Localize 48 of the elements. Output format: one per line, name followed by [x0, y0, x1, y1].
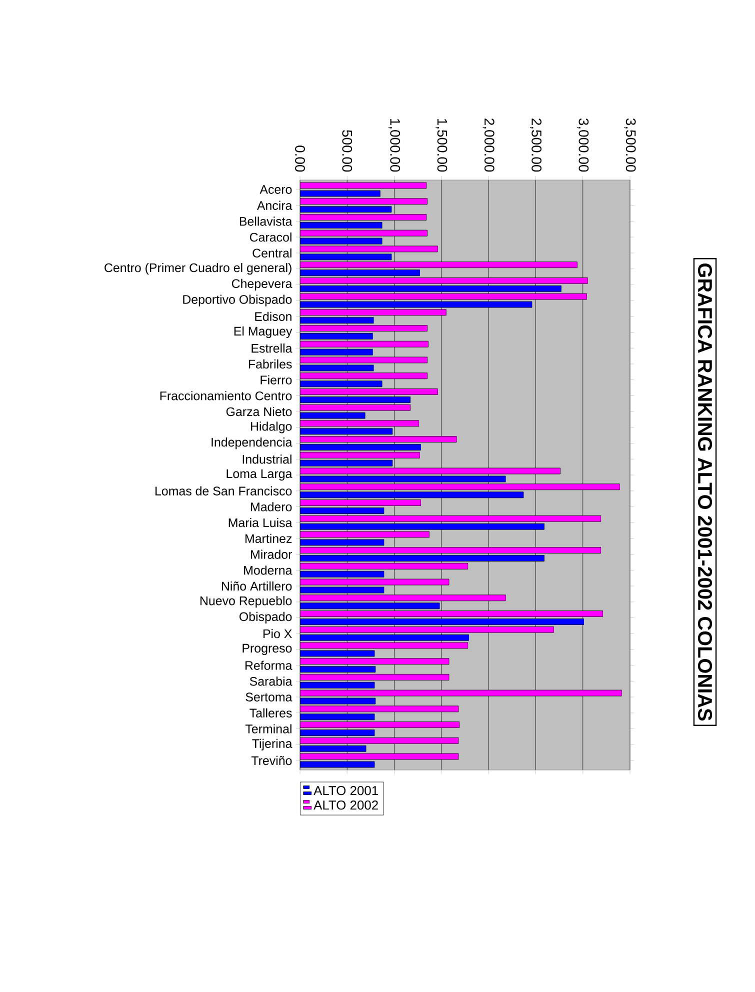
y-tick-label: Maria Luisa	[228, 518, 292, 528]
y-tick-label: Martinez	[245, 534, 292, 544]
legend-label: ALTO 2002	[314, 800, 378, 810]
y-tick-label: Centro (Primer Cuadro el general)	[104, 263, 292, 275]
legend-label: ALTO 2001	[314, 786, 378, 796]
y-tick-label: Hidalgo	[251, 422, 292, 434]
y-tick-label: Deportivo Obispado	[183, 294, 292, 306]
y-tick-label: Industrial	[242, 454, 292, 464]
y-tick-label: Sertoma	[246, 692, 292, 702]
y-tick-label: Reforma	[245, 660, 292, 670]
y-tick-label: Acero	[260, 185, 292, 194]
x-tick-label: 2,000.00	[482, 118, 494, 172]
y-tick-label: Caracol	[250, 232, 292, 242]
y-tick-label: Lomas de San Francisco	[156, 486, 292, 496]
y-tick-label: Obispado	[240, 612, 292, 624]
y-tick-label: Fraccionamiento Centro	[160, 391, 292, 400]
x-tick-label: 1,500.00	[436, 118, 448, 172]
y-tick-label: Madero	[251, 502, 292, 512]
y-tick-label: Loma Larga	[226, 469, 292, 481]
text: GRAFICA RANKING ALTO 2001-2002 COLONIAS	[698, 263, 712, 721]
y-tick-label: Chepevera	[232, 278, 292, 290]
y-tick-label: Garza Nieto	[226, 406, 292, 416]
y-tick-label: Mirador	[251, 550, 292, 559]
y-tick-label: Ancira	[256, 200, 292, 210]
y-tick-label: El Maguey	[234, 326, 292, 338]
y-tick-label: Treviño	[251, 756, 292, 766]
y-tick-label: Pio X	[263, 629, 292, 638]
x-tick-label: 0.00	[295, 146, 305, 172]
y-tick-label: Terminal	[245, 724, 292, 734]
y-tick-label: Edison	[255, 312, 292, 321]
y-tick-label: Estrella	[252, 344, 292, 353]
y-tick-label: Central	[252, 248, 292, 258]
y-tick-label: Fabriles	[248, 359, 292, 369]
y-tick-label: Sarabia	[250, 676, 292, 686]
y-tick-label: Bellavista	[240, 216, 292, 226]
y-tick-label: Fierro	[260, 375, 292, 384]
y-tick-label: Nuevo Repueblo	[200, 596, 292, 608]
y-tick-label: Independencia	[212, 437, 292, 450]
y-tick-label: Tijerina	[252, 738, 292, 750]
x-tick-label: 3,500.00	[624, 118, 636, 172]
x-tick-label: 2,500.00	[530, 118, 542, 172]
y-tick-label: Niño Artillero	[222, 581, 292, 591]
x-tick-label: 3,000.00	[577, 118, 589, 172]
x-tick-label: 1,000.00	[388, 118, 400, 172]
x-tick-label: 500.00	[342, 130, 352, 172]
y-tick-label: Progreso	[242, 644, 292, 656]
y-tick-label: Moderna	[244, 566, 292, 575]
y-tick-label: Talleres	[250, 708, 292, 718]
